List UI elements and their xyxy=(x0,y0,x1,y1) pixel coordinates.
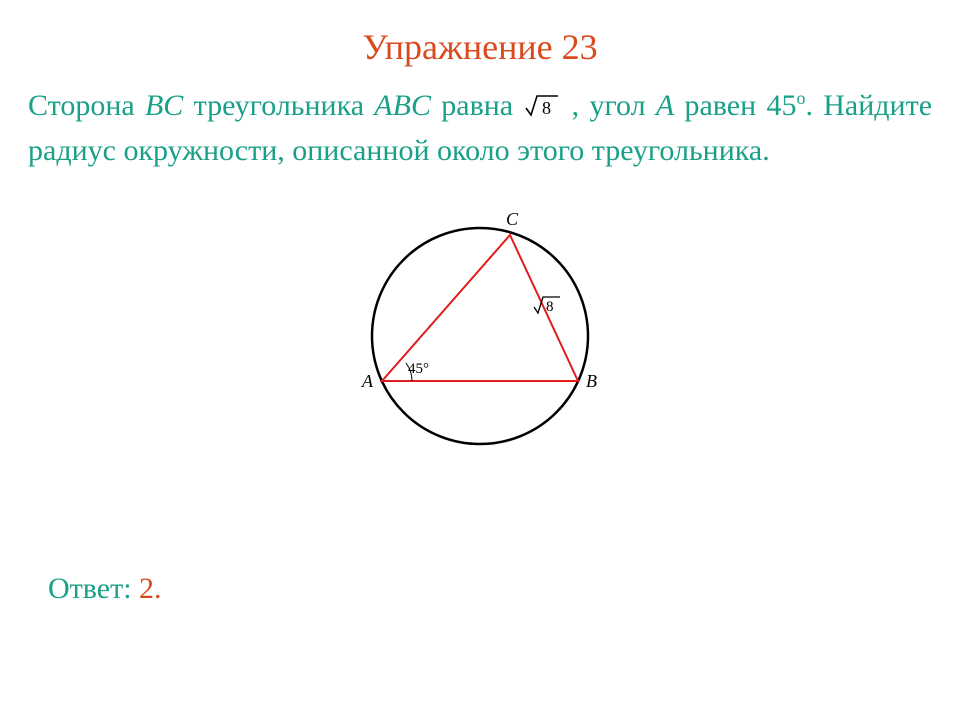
side-bc: BC xyxy=(145,89,183,122)
vertex-label-c: C xyxy=(506,209,519,229)
problem-part-5: равен 45 xyxy=(674,89,796,122)
problem-part-1: Сторона xyxy=(28,89,145,122)
angle-a: A xyxy=(656,89,674,122)
circumscribed-circle xyxy=(372,228,588,444)
problem-text: Сторона BC треугольника ABC равна 8 , уг… xyxy=(28,86,932,171)
triangle-abc: ABC xyxy=(374,89,431,122)
sqrt-value-bc: 8 xyxy=(546,299,554,315)
geometry-diagram: A B C 45° 8 xyxy=(330,201,630,471)
sqrt-8-inline-value: 8 xyxy=(542,98,551,118)
problem-part-3: равна xyxy=(431,89,523,122)
angle-label-45: 45° xyxy=(408,361,429,377)
vertex-label-b: B xyxy=(586,371,597,391)
vertex-label-a: A xyxy=(361,371,374,391)
page-title: Упражнение 23 xyxy=(28,26,932,68)
sqrt-8-inline: 8 xyxy=(525,90,559,131)
answer-value: 2. xyxy=(132,572,162,605)
problem-part-4: , угол xyxy=(561,89,655,122)
problem-part-2: треугольника xyxy=(183,89,374,122)
answer-line: Ответ: 2. xyxy=(48,572,162,606)
answer-label: Ответ: xyxy=(48,572,132,605)
